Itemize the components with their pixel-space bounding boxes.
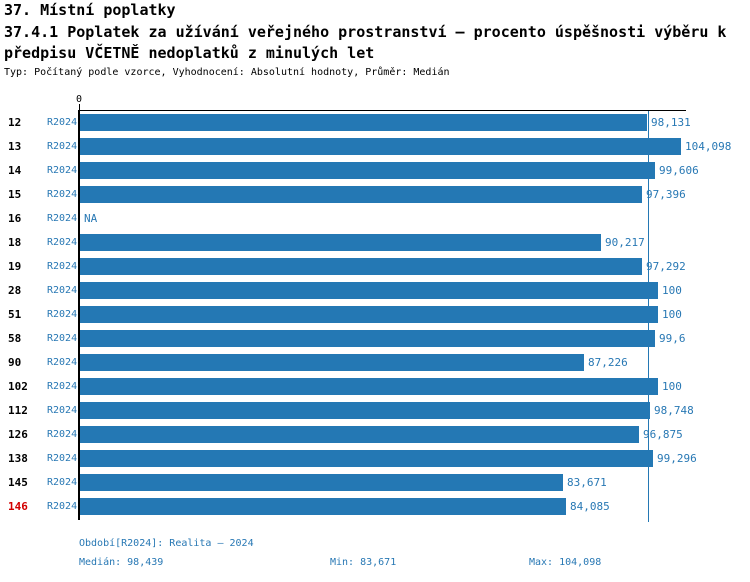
row-id: 12 (8, 116, 22, 129)
footer-max-stat: Max: 104,098 (529, 557, 602, 568)
bar (80, 378, 658, 395)
row-id: 14 (8, 164, 22, 177)
chart-row: 19 R2024 97,292 (0, 258, 750, 275)
bar-value-label: 100 (662, 380, 682, 393)
bar-value-label: 99,6 (659, 332, 686, 345)
row-period: R2024 (47, 333, 78, 344)
footer-median-stat: Medián: 98,439 (79, 557, 164, 568)
chart-meta: Typ: Počítaný podle vzorce, Vyhodnocení:… (4, 67, 450, 78)
bar (80, 426, 639, 443)
bar (80, 498, 566, 515)
row-period: R2024 (47, 405, 78, 416)
row-period: R2024 (47, 213, 78, 224)
row-id: 126 (8, 428, 28, 441)
row-id: 112 (8, 404, 28, 417)
bar (80, 114, 647, 131)
x-axis-zero-tick (79, 104, 80, 111)
row-id: 16 (8, 212, 22, 225)
row-id: 51 (8, 308, 22, 321)
x-axis-zero-label: 0 (75, 94, 83, 105)
bar (80, 354, 584, 371)
chart-row: 51 R2024 100 (0, 306, 750, 323)
bar-value-label: 97,396 (646, 188, 686, 201)
chart-row: 12 R2024 98,131 (0, 114, 750, 131)
x-axis-top-line (78, 110, 686, 111)
bar-value-label: 83,671 (567, 476, 607, 489)
chart-row: 16 R2024 NA (0, 210, 750, 227)
row-id: 18 (8, 236, 22, 249)
chart-row: 15 R2024 97,396 (0, 186, 750, 203)
chart-row: 18 R2024 90,217 (0, 234, 750, 251)
bar (80, 450, 653, 467)
bar-value-label: 97,292 (646, 260, 686, 273)
bar (80, 138, 681, 155)
row-id: 145 (8, 476, 28, 489)
bar (80, 306, 658, 323)
chart-subtitle-line2: předpisu VČETNĚ nedoplatků z minulých le… (4, 44, 375, 62)
row-id: 138 (8, 452, 28, 465)
row-period: R2024 (47, 381, 78, 392)
row-period: R2024 (47, 309, 78, 320)
row-period: R2024 (47, 501, 78, 512)
chart-row: 112 R2024 98,748 (0, 402, 750, 419)
bar (80, 186, 642, 203)
row-period: R2024 (47, 141, 78, 152)
row-id: 13 (8, 140, 22, 153)
row-period: R2024 (47, 453, 78, 464)
bar-value-label: 98,131 (651, 116, 691, 129)
bar (80, 234, 601, 251)
chart-row: 90 R2024 87,226 (0, 354, 750, 371)
bar (80, 474, 563, 491)
bar (80, 330, 655, 347)
row-period: R2024 (47, 357, 78, 368)
chart-subtitle-line1: 37.4.1 Poplatek za užívání veřejného pro… (4, 23, 727, 41)
bar-value-label: 104,098 (685, 140, 732, 153)
bar (80, 162, 655, 179)
bar-value-label: 98,748 (654, 404, 694, 417)
chart-row: 13 R2024 104,098 (0, 138, 750, 155)
y-axis-line (78, 110, 80, 520)
bar-value-label: 90,217 (605, 236, 645, 249)
chart-row: 146 R2024 84,085 (0, 498, 750, 515)
row-id: 28 (8, 284, 22, 297)
row-period: R2024 (47, 189, 78, 200)
bar (80, 282, 658, 299)
bar (80, 258, 642, 275)
bar-value-label: 99,606 (659, 164, 699, 177)
chart-row: 14 R2024 99,606 (0, 162, 750, 179)
bar-value-label: 87,226 (588, 356, 628, 369)
chart-title: 37. Místní poplatky (4, 1, 176, 19)
chart-row: 138 R2024 99,296 (0, 450, 750, 467)
bar-value-label: NA (84, 212, 98, 225)
row-period: R2024 (47, 285, 78, 296)
row-period: R2024 (47, 237, 78, 248)
footer-period-info: Období[R2024]: Realita – 2024 (79, 538, 254, 549)
chart-row: 58 R2024 99,6 (0, 330, 750, 347)
chart-row: 28 R2024 100 (0, 282, 750, 299)
chart-row: 145 R2024 83,671 (0, 474, 750, 491)
bar-value-label: 96,875 (643, 428, 683, 441)
row-id: 102 (8, 380, 28, 393)
row-id: 19 (8, 260, 22, 273)
row-period: R2024 (47, 165, 78, 176)
row-period: R2024 (47, 477, 78, 488)
bar-value-label: 100 (662, 308, 682, 321)
bar (80, 402, 650, 419)
row-period: R2024 (47, 261, 78, 272)
bar-value-label: 100 (662, 284, 682, 297)
row-id: 15 (8, 188, 22, 201)
bar-value-label: 84,085 (570, 500, 610, 513)
chart-row: 102 R2024 100 (0, 378, 750, 395)
bar-value-label: 99,296 (657, 452, 697, 465)
row-period: R2024 (47, 429, 78, 440)
footer-min-stat: Min: 83,671 (330, 557, 397, 568)
row-id: 90 (8, 356, 22, 369)
row-id: 146 (8, 500, 28, 513)
row-id: 58 (8, 332, 22, 345)
row-period: R2024 (47, 117, 78, 128)
chart-row: 126 R2024 96,875 (0, 426, 750, 443)
